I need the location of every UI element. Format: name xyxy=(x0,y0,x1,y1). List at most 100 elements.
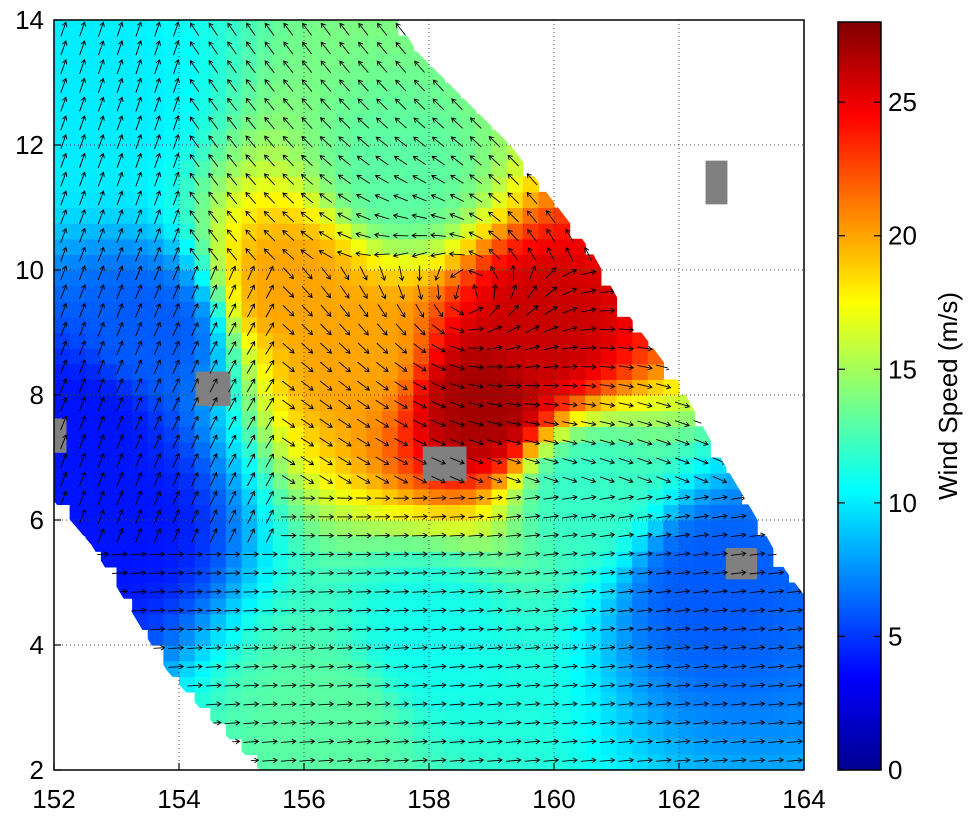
wind-arrow xyxy=(524,701,541,707)
field-cell xyxy=(694,473,711,490)
field-cell xyxy=(460,582,477,599)
wind-arrow xyxy=(468,570,485,576)
x-axis-ticks: 152 154 156 158 160 162 164 xyxy=(32,763,826,814)
field-cell xyxy=(257,191,274,209)
field-cell xyxy=(694,629,711,646)
wind-arrow xyxy=(376,41,388,55)
field-cell xyxy=(132,254,149,271)
field-cell xyxy=(616,410,633,427)
field-cell xyxy=(522,301,539,318)
wind-arrow xyxy=(116,115,124,131)
field-cell xyxy=(179,582,196,599)
field-cell xyxy=(116,145,133,162)
field-cell xyxy=(460,160,477,177)
wind-arrow xyxy=(543,458,559,465)
field-cell xyxy=(100,410,118,427)
field-cell xyxy=(350,504,368,521)
field-cell xyxy=(632,504,649,521)
wind-arrow xyxy=(265,415,274,430)
field-cell xyxy=(429,207,446,224)
wind-arrow xyxy=(116,133,124,150)
field-cell xyxy=(507,551,524,568)
field-cell xyxy=(694,457,711,474)
field-cell xyxy=(210,316,227,334)
field-cell xyxy=(460,301,477,318)
field-cell xyxy=(585,754,602,770)
field-cell xyxy=(350,426,368,443)
wind-arrow xyxy=(712,513,728,520)
field-cell xyxy=(600,691,618,709)
wind-arrow xyxy=(172,415,180,431)
wind-arrow xyxy=(430,607,447,614)
field-cell xyxy=(647,707,664,724)
field-cell xyxy=(725,691,743,709)
wind-arrow xyxy=(396,303,406,318)
field-cell xyxy=(350,582,368,599)
grid-lines xyxy=(54,20,804,770)
field-cell xyxy=(163,176,180,193)
wind-arrow xyxy=(243,607,260,614)
wind-arrow xyxy=(492,283,498,300)
wind-arrow xyxy=(544,286,558,297)
field-cell xyxy=(522,629,539,646)
field-cell xyxy=(475,348,493,365)
field-cell xyxy=(350,98,368,115)
wind-arrow xyxy=(246,415,256,430)
wind-arrow xyxy=(674,682,691,689)
field-cell xyxy=(366,129,383,146)
field-cell xyxy=(538,207,555,224)
wind-arrow xyxy=(60,434,68,449)
wind-arrow xyxy=(226,172,238,186)
wind-arrow xyxy=(302,22,312,36)
wind-arrow xyxy=(580,569,597,576)
field-cell xyxy=(179,82,196,99)
field-cell xyxy=(85,207,102,224)
field-cell xyxy=(335,254,352,271)
field-cell xyxy=(241,707,258,724)
field-cell xyxy=(632,441,649,459)
wind-arrow xyxy=(60,115,68,131)
field-cell xyxy=(491,488,508,505)
wind-arrow xyxy=(730,644,747,651)
field-cell xyxy=(304,441,321,459)
wind-arrow xyxy=(153,527,162,543)
wind-arrow xyxy=(448,251,465,257)
field-cell xyxy=(257,535,274,552)
wind-arrow xyxy=(191,490,199,506)
field-cell xyxy=(272,51,289,68)
field-cell xyxy=(335,754,352,770)
wind-arrow xyxy=(228,471,237,487)
field-cell xyxy=(632,457,649,474)
field-cell xyxy=(85,270,102,287)
field-cell xyxy=(288,598,305,615)
field-cell xyxy=(319,35,336,52)
field-cell xyxy=(772,754,789,770)
field-cell xyxy=(288,207,305,224)
field-cell xyxy=(475,379,493,396)
wind-arrow xyxy=(393,682,410,689)
field-cell xyxy=(694,504,711,521)
wind-arrow xyxy=(618,569,635,576)
field-cell xyxy=(335,238,352,255)
field-cell xyxy=(210,457,227,474)
wind-arrow xyxy=(468,269,483,277)
wind-arrow xyxy=(524,363,541,370)
field-cell xyxy=(350,270,368,287)
field-cell xyxy=(335,82,352,99)
field-cell xyxy=(694,520,711,537)
field-cell xyxy=(413,754,430,770)
field-cell xyxy=(225,254,243,271)
wind-arrow xyxy=(116,302,124,318)
wind-arrow xyxy=(337,532,353,539)
field-cell xyxy=(288,676,305,693)
wind-arrow xyxy=(618,402,635,408)
field-cell xyxy=(85,332,102,349)
wind-arrow xyxy=(209,396,218,412)
wind-arrow xyxy=(524,569,541,576)
wind-arrow xyxy=(674,626,691,632)
field-cell xyxy=(757,660,774,677)
wind-arrow xyxy=(787,663,803,670)
field-cell xyxy=(288,20,305,37)
field-cell xyxy=(397,410,414,427)
wind-arrow xyxy=(187,682,203,689)
